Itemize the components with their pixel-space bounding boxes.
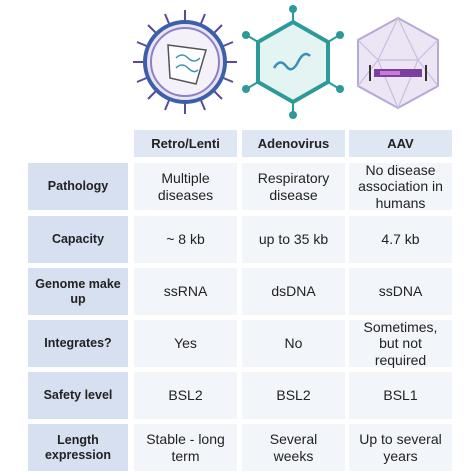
row-label: Safety level xyxy=(28,372,128,419)
table-cell: Stable - long term xyxy=(134,424,237,471)
table-cell: No xyxy=(242,320,345,367)
table-cell: Several weeks xyxy=(242,424,345,471)
retrovirus-icon xyxy=(133,10,237,114)
row-label: Capacity xyxy=(28,216,128,263)
table-cell: BSL2 xyxy=(134,372,237,419)
column-header: AAV xyxy=(349,130,452,157)
aav-icon xyxy=(357,16,439,110)
table-cell: BSL1 xyxy=(349,372,452,419)
column-header: Adenovirus xyxy=(242,130,345,157)
table-cell: dsDNA xyxy=(242,268,345,315)
table-cell: Respiratory disease xyxy=(242,163,345,210)
table-cell: ~ 8 kb xyxy=(134,216,237,263)
table-cell: No disease association in humans xyxy=(349,162,452,211)
row-label: Integrates? xyxy=(28,320,128,367)
table-cell: Up to several years xyxy=(349,424,452,471)
table-cell: ssRNA xyxy=(134,268,237,315)
table-cell: BSL2 xyxy=(242,372,345,419)
table-cell: 4.7 kb xyxy=(349,216,452,263)
table-cell: Sometimes, but not required xyxy=(349,319,452,368)
table-cell: up to 35 kb xyxy=(242,216,345,263)
table-cell: Yes xyxy=(134,320,237,367)
table-cell: ssDNA xyxy=(349,268,452,315)
row-label: Genome make up xyxy=(28,268,128,315)
row-label: Length expression xyxy=(28,424,128,471)
adenovirus-icon xyxy=(242,5,344,119)
table-cell: Multiple diseases xyxy=(134,163,237,210)
virus-icons xyxy=(133,5,439,119)
column-header: Retro/Lenti xyxy=(134,130,237,157)
row-label: Pathology xyxy=(28,163,128,210)
